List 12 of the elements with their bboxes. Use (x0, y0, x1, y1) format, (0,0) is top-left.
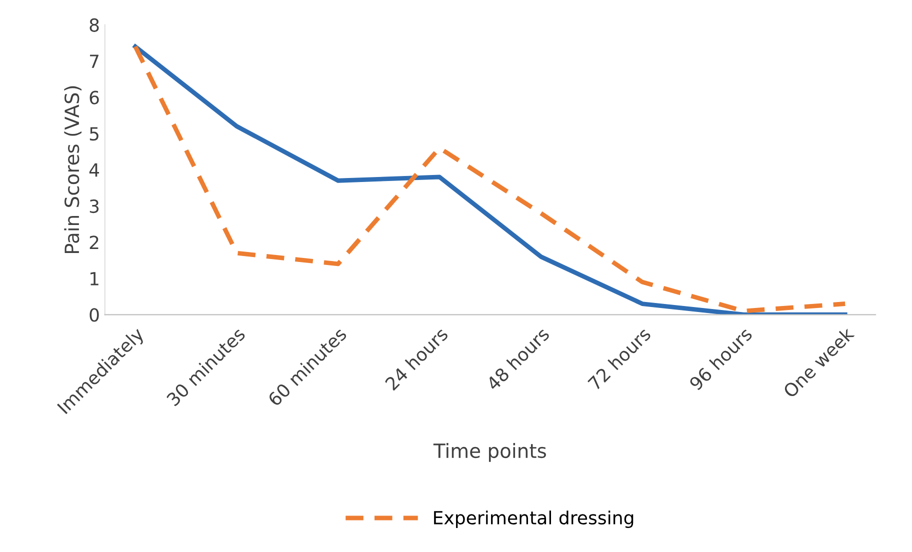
legend-label: Experimental dressing (434, 510, 634, 528)
y-tick-label: 7 (90, 54, 98, 68)
y-tick-label: 3 (90, 199, 99, 214)
y-tick-label: 0 (90, 308, 99, 322)
x-axis-title: Time points (433, 443, 546, 462)
y-tick-label: 1 (90, 272, 98, 286)
y-tick-label: 6 (90, 90, 99, 104)
y-tick-label: 4 (89, 163, 100, 177)
y-tick-label: 5 (90, 127, 98, 141)
y-axis-title: Pain Scores (VAS) (64, 86, 82, 253)
y-tick-label: 2 (90, 236, 98, 250)
y-tick-label: 8 (90, 18, 99, 32)
